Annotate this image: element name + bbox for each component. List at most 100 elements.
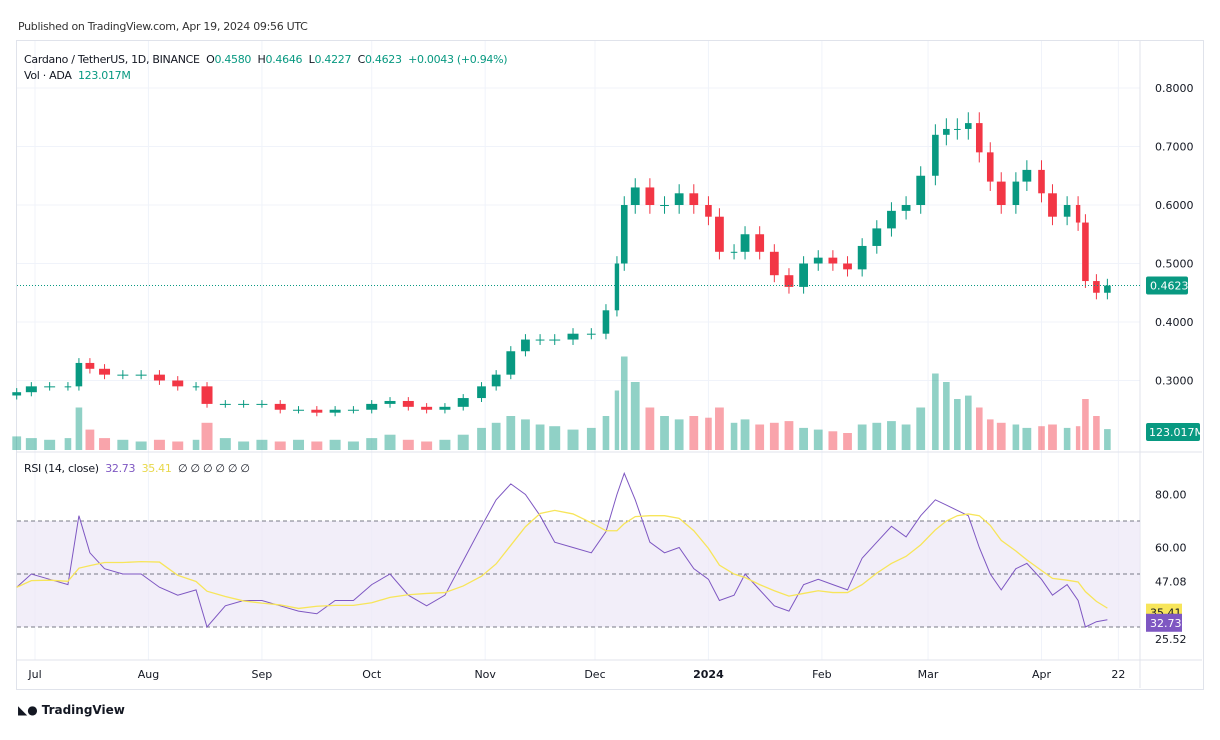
candle-body [730,251,738,253]
volume-bar [1104,429,1111,450]
volume-bar [201,422,213,450]
volume-bar [457,434,469,450]
volume-bar [857,424,867,450]
last-volume-badge [1146,423,1200,441]
last-price-label: 0.4623 [1150,280,1189,293]
candle-body [1063,205,1071,217]
candle-body [506,351,516,375]
volume-bar [1082,399,1089,450]
low-value: 0.4227 [314,53,352,66]
candle-body [535,339,545,341]
candle-body [769,251,779,276]
candle-body [384,400,396,404]
volume-bar [535,424,545,450]
volume-bar [329,439,341,450]
candle-body [620,205,628,264]
volume-bar [311,441,323,450]
candle-body [887,210,896,229]
volume-bar [384,434,396,450]
volume-bar [799,427,808,450]
candle-body [477,386,486,399]
price-tick-label: 0.7000 [1155,141,1194,154]
candle-body [491,374,501,387]
volume-bar [715,407,724,450]
candle-body [813,257,823,264]
time-tick-label: 2024 [693,668,724,681]
candle-body [75,362,83,387]
candle-body [12,392,22,396]
volume-bar [975,407,983,450]
candle-body [828,257,838,264]
volume-bar [614,390,620,450]
volume-bar [1075,426,1081,450]
rsi-tick-label: 47.08 [1155,576,1187,589]
candle-body [901,205,911,211]
time-tick-label: Nov [474,668,496,681]
candle-body [740,234,750,252]
volume-bar [117,439,129,450]
candle-body [784,275,794,287]
candle-body [843,263,852,270]
volume-bar [99,438,111,450]
volume-bar [219,438,231,450]
time-tick-label: Mar [918,668,939,681]
volume-value: 123.017M [77,69,131,82]
candle-body [1082,222,1089,282]
candle-body [44,386,56,388]
candle-body [1022,169,1032,182]
candle-body [549,339,561,341]
candle-body [674,193,684,205]
candle-body [1093,281,1100,293]
rsi-legend: RSI (14, close) 32.73 35.41 ∅ ∅ ∅ ∅ ∅ ∅ [24,462,250,475]
close-label: C [357,53,366,66]
symbol-title[interactable]: Cardano / TetherUS, 1D, BINANCE [24,53,200,66]
tradingview-logo-icon: ◣● [18,703,38,717]
volume-bar [843,433,852,450]
volume-bar [347,441,359,450]
volume-bar [784,421,794,450]
time-tick-label: Feb [812,668,831,681]
volume-bar [439,439,451,450]
high-label: H [257,53,266,66]
volume-bar [620,356,628,450]
candle-body [975,123,983,153]
close-value: 0.4623 [364,53,402,66]
volume-bar [943,382,950,450]
time-tick-label: 22 [1111,668,1125,681]
candle-body [645,187,655,205]
high-value: 0.4646 [265,53,303,66]
rsi-label[interactable]: RSI (14, close) [24,462,99,475]
volume-bar [25,438,37,450]
price-tick-label: 0.3000 [1155,375,1194,388]
volume-bar [872,422,882,450]
volume-bar [506,416,516,450]
last-volume-label: 123.017M [1149,426,1204,439]
candle-body [660,205,669,206]
rsi-ma-line [16,509,1108,610]
volume-bar [1038,426,1045,450]
candle-body [64,386,72,388]
rsi-tick-label: 25.52 [1155,633,1187,646]
volume-bar [586,427,596,450]
volume-bar [12,436,22,450]
rsi-tick-label: 60.00 [1155,542,1187,555]
volume-bar [1022,427,1032,450]
volume-bar [755,424,765,450]
candle-body [25,386,37,393]
volume-bar [75,407,83,450]
volume-bar [740,419,750,450]
volume-bar [64,438,72,450]
candle-body [1038,169,1045,194]
candle-body [293,409,305,411]
time-tick-label: Oct [362,668,382,681]
open-label: O [206,53,215,66]
volume-bar [567,429,579,450]
tradingview-logo[interactable]: ◣● TradingView [18,703,125,717]
volume-label[interactable]: Vol · ADA [24,69,72,82]
open-value: 0.4580 [214,53,252,66]
volume-bar [549,426,561,450]
candle-body [932,134,939,176]
candle-body [755,234,765,252]
candle-body [153,374,165,381]
